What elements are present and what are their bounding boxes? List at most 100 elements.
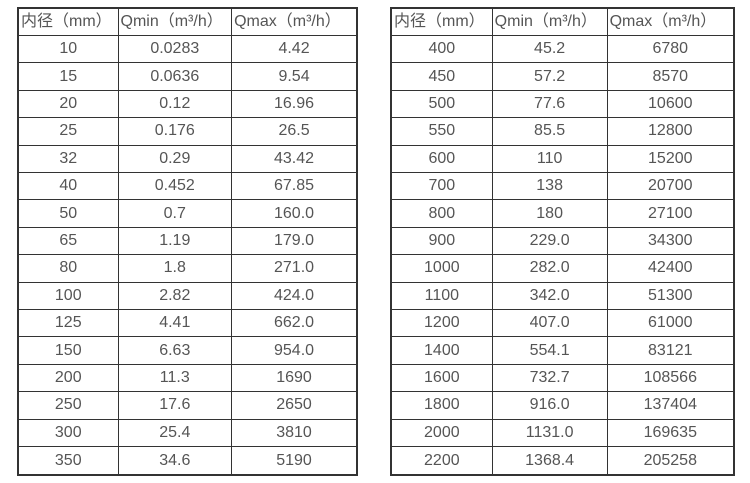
qmin-cell: 85.5 xyxy=(491,117,608,146)
table-row: 20 0.12 16.96 xyxy=(17,89,358,119)
qmin-cell: 0.0283 xyxy=(117,34,233,64)
column-header-qmin: Qmin（m³/h） xyxy=(491,7,608,36)
qmin-cell: 110 xyxy=(491,144,608,174)
table-row: 300 25.4 3810 xyxy=(17,418,358,448)
table-row: 800 180 27100 xyxy=(390,199,735,228)
diameter-cell: 1100 xyxy=(390,281,493,311)
qmax-cell: 5190 xyxy=(231,446,358,476)
diameter-cell: 15 xyxy=(17,62,119,91)
table-row: 200 11.3 1690 xyxy=(17,363,358,393)
table-row: 25 0.176 26.5 xyxy=(17,117,358,146)
qmin-cell: 11.3 xyxy=(117,363,233,393)
diameter-cell: 25 xyxy=(17,117,119,146)
diameter-cell: 200 xyxy=(17,363,119,393)
table-row: 80 1.8 271.0 xyxy=(17,254,358,283)
qmax-cell: 4.42 xyxy=(231,34,358,64)
table-row: 10 0.0283 4.42 xyxy=(17,34,358,64)
table-row: 40 0.452 67.85 xyxy=(17,172,358,201)
diameter-cell: 1600 xyxy=(390,363,493,393)
table-row: 1000 282.0 42400 xyxy=(390,254,735,283)
qmin-cell: 57.2 xyxy=(491,62,608,91)
qmin-cell: 0.12 xyxy=(117,89,233,119)
qmin-cell: 0.452 xyxy=(117,172,233,201)
diameter-cell: 300 xyxy=(17,418,119,448)
qmax-cell: 43.42 xyxy=(231,144,358,174)
qmin-cell: 554.1 xyxy=(491,336,608,365)
qmin-cell: 1.19 xyxy=(117,226,233,256)
table-row: 32 0.29 43.42 xyxy=(17,144,358,174)
qmin-cell: 1.8 xyxy=(117,254,233,283)
table-row: 550 85.5 12800 xyxy=(390,117,735,146)
table-row: 600 110 15200 xyxy=(390,144,735,174)
diameter-cell: 700 xyxy=(390,172,493,201)
header-row: 内径（mm） Qmin（m³/h） Qmax（m³/h） xyxy=(17,7,358,36)
table-row: 125 4.41 662.0 xyxy=(17,309,358,338)
qmax-cell: 169635 xyxy=(606,418,735,448)
header-row: 内径（mm） Qmin（m³/h） Qmax（m³/h） xyxy=(390,7,735,36)
table-row: 100 2.82 424.0 xyxy=(17,281,358,311)
table-row: 50 0.7 160.0 xyxy=(17,199,358,228)
qmin-cell: 407.0 xyxy=(491,309,608,338)
table-row: 900 229.0 34300 xyxy=(390,226,735,256)
flow-spec-table-small-diameters: 内径（mm） Qmin（m³/h） Qmax（m³/h） 10 0.0283 4.42 15… xyxy=(17,7,358,476)
qmax-cell: 3810 xyxy=(231,418,358,448)
table-row: 1800 916.0 137404 xyxy=(390,391,735,420)
qmax-cell: 51300 xyxy=(606,281,735,311)
diameter-cell: 1000 xyxy=(390,254,493,283)
table-row: 15 0.0636 9.54 xyxy=(17,62,358,91)
table-row: 150 6.63 954.0 xyxy=(17,336,358,365)
table-row: 2000 1131.0 169635 xyxy=(390,418,735,448)
diameter-cell: 2200 xyxy=(390,446,493,476)
qmax-cell: 137404 xyxy=(606,391,735,420)
qmax-cell: 42400 xyxy=(606,254,735,283)
diameter-cell: 80 xyxy=(17,254,119,283)
qmin-cell: 45.2 xyxy=(491,34,608,64)
diameter-cell: 50 xyxy=(17,199,119,228)
diameter-cell: 1200 xyxy=(390,309,493,338)
qmax-cell: 8570 xyxy=(606,62,735,91)
table-row: 350 34.6 5190 xyxy=(17,446,358,476)
qmax-cell: 179.0 xyxy=(231,226,358,256)
diameter-cell: 350 xyxy=(17,446,119,476)
qmax-cell: 6780 xyxy=(606,34,735,64)
diameter-cell: 600 xyxy=(390,144,493,174)
qmax-cell: 61000 xyxy=(606,309,735,338)
qmin-cell: 1131.0 xyxy=(491,418,608,448)
qmax-cell: 271.0 xyxy=(231,254,358,283)
qmin-cell: 342.0 xyxy=(491,281,608,311)
qmin-cell: 0.0636 xyxy=(117,62,233,91)
table-row: 400 45.2 6780 xyxy=(390,34,735,64)
qmin-cell: 282.0 xyxy=(491,254,608,283)
qmin-cell: 138 xyxy=(491,172,608,201)
table-row: 500 77.6 10600 xyxy=(390,89,735,119)
qmax-cell: 67.85 xyxy=(231,172,358,201)
qmin-cell: 0.7 xyxy=(117,199,233,228)
table-row: 450 57.2 8570 xyxy=(390,62,735,91)
qmin-cell: 0.29 xyxy=(117,144,233,174)
table-row: 1200 407.0 61000 xyxy=(390,309,735,338)
qmax-cell: 424.0 xyxy=(231,281,358,311)
diameter-cell: 450 xyxy=(390,62,493,91)
qmax-cell: 10600 xyxy=(606,89,735,119)
qmin-cell: 916.0 xyxy=(491,391,608,420)
qmin-cell: 25.4 xyxy=(117,418,233,448)
diameter-cell: 2000 xyxy=(390,418,493,448)
qmax-cell: 205258 xyxy=(606,446,735,476)
diameter-cell: 125 xyxy=(17,309,119,338)
diameter-cell: 550 xyxy=(390,117,493,146)
column-header-qmin: Qmin（m³/h） xyxy=(117,7,233,36)
qmax-cell: 16.96 xyxy=(231,89,358,119)
column-header-diameter: 内径（mm） xyxy=(390,7,493,36)
diameter-cell: 100 xyxy=(17,281,119,311)
column-header-diameter: 内径（mm） xyxy=(17,7,119,36)
qmax-cell: 954.0 xyxy=(231,336,358,365)
qmin-cell: 6.63 xyxy=(117,336,233,365)
qmax-cell: 108566 xyxy=(606,363,735,393)
qmax-cell: 160.0 xyxy=(231,199,358,228)
qmax-cell: 9.54 xyxy=(231,62,358,91)
qmax-cell: 83121 xyxy=(606,336,735,365)
qmax-cell: 2650 xyxy=(231,391,358,420)
table-row: 700 138 20700 xyxy=(390,172,735,201)
diameter-cell: 1400 xyxy=(390,336,493,365)
